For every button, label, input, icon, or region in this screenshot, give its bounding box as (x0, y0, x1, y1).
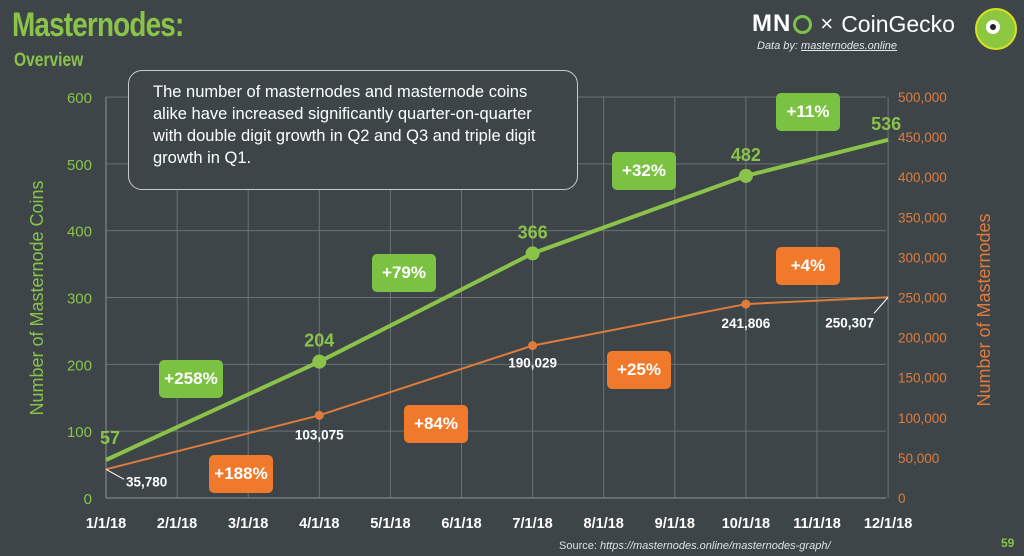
label-leader-line (873, 296, 889, 314)
coingecko-logo-text: CoinGecko (841, 10, 955, 37)
y-left-tick-label: 200 (67, 357, 92, 374)
mno-logo-icon (793, 14, 813, 34)
masternodes-growth-badge: +4% (776, 247, 840, 285)
y-left-tick-label: 100 (67, 424, 92, 441)
y-left-tick-label: 500 (67, 157, 92, 174)
masternodes-point (314, 410, 324, 420)
coins-growth-badge: +11% (776, 93, 840, 131)
y-left-tick-label: 400 (67, 224, 92, 241)
masternodes-data-label: 250,307 (825, 315, 874, 330)
y-right-tick-label: 0 (898, 491, 906, 506)
page-title: Masternodes: (12, 6, 184, 44)
masternodes-data-label: 103,075 (295, 427, 344, 442)
masternodes-data-label: 35,780 (126, 474, 167, 489)
page-subtitle: Overview (14, 50, 84, 71)
data-by-link[interactable]: masternodes.online (801, 40, 898, 52)
x-tick-label: 2/1/18 (157, 516, 197, 532)
y-right-tick-label: 350,000 (898, 210, 947, 225)
mno-logo-text: MN (752, 10, 792, 37)
source-label: Source: (559, 540, 597, 552)
y-left-tick-label: 0 (84, 491, 92, 508)
masternodes-point (528, 341, 538, 351)
masternodes-data-label: 241,806 (721, 316, 770, 331)
coingecko-gecko-icon (975, 8, 1017, 50)
coins-point (312, 354, 327, 369)
coins-growth-badge: +79% (372, 254, 436, 292)
y-right-tick-label: 450,000 (898, 130, 947, 145)
x-tick-label: 7/1/18 (512, 516, 552, 532)
coins-growth-badge: +258% (159, 360, 223, 398)
label-leader-line (105, 468, 125, 480)
masternodes-growth-badge: +84% (404, 405, 468, 443)
coins-point (738, 168, 753, 183)
coins-data-label: 204 (304, 331, 334, 351)
y-right-tick-label: 500,000 (898, 90, 947, 105)
y-right-axis-title: Number of Masternodes (974, 213, 994, 406)
y-right-tick-label: 200,000 (898, 331, 947, 346)
coins-data-label: 57 (100, 428, 120, 448)
data-source-credit: Data by: masternodes.online (757, 40, 897, 52)
x-tick-label: 1/1/18 (86, 516, 126, 532)
x-tick-label: 11/1/18 (793, 516, 841, 532)
brand-separator: × (820, 11, 834, 36)
y-right-tick-label: 400,000 (898, 170, 947, 185)
x-tick-label: 12/1/18 (864, 516, 912, 532)
masternodes-growth-badge: +188% (209, 455, 273, 493)
x-tick-label: 3/1/18 (228, 516, 268, 532)
coins-data-label: 482 (731, 145, 761, 165)
y-right-tick-label: 250,000 (898, 291, 947, 306)
page-number: 59 (1001, 536, 1015, 550)
y-left-tick-label: 600 (67, 90, 92, 107)
y-right-tick-label: 100,000 (898, 411, 947, 426)
y-right-tick-label: 150,000 (898, 371, 947, 386)
y-right-tick-label: 50,000 (898, 451, 939, 466)
coins-data-label: 536 (871, 114, 901, 134)
source-link[interactable]: https://masternodes.online/masternodes-g… (599, 540, 831, 552)
source-credit: Source: https://masternodes.online/maste… (559, 540, 831, 552)
masternodes-line (105, 296, 889, 471)
y-right-tick-label: 300,000 (898, 250, 947, 265)
coins-point (525, 246, 540, 261)
brand-logo: MN × CoinGecko (752, 10, 955, 38)
x-tick-label: 5/1/18 (370, 516, 410, 532)
y-left-axis-title: Number of Masternode Coins (27, 180, 47, 415)
data-by-label: Data by: (757, 40, 798, 52)
x-tick-label: 10/1/18 (722, 516, 770, 532)
masternodes-data-label: 190,029 (508, 356, 557, 371)
x-tick-label: 9/1/18 (655, 516, 695, 532)
x-tick-label: 8/1/18 (584, 516, 624, 532)
y-left-tick-label: 300 (67, 291, 92, 308)
coins-data-label: 366 (518, 222, 548, 242)
x-tick-label: 4/1/18 (299, 516, 339, 532)
coins-growth-badge: +32% (612, 152, 676, 190)
summary-callout: The number of masternodes and masternode… (128, 70, 578, 190)
masternodes-growth-badge: +25% (607, 351, 671, 389)
masternodes-point (741, 299, 751, 309)
x-tick-label: 6/1/18 (441, 516, 481, 532)
